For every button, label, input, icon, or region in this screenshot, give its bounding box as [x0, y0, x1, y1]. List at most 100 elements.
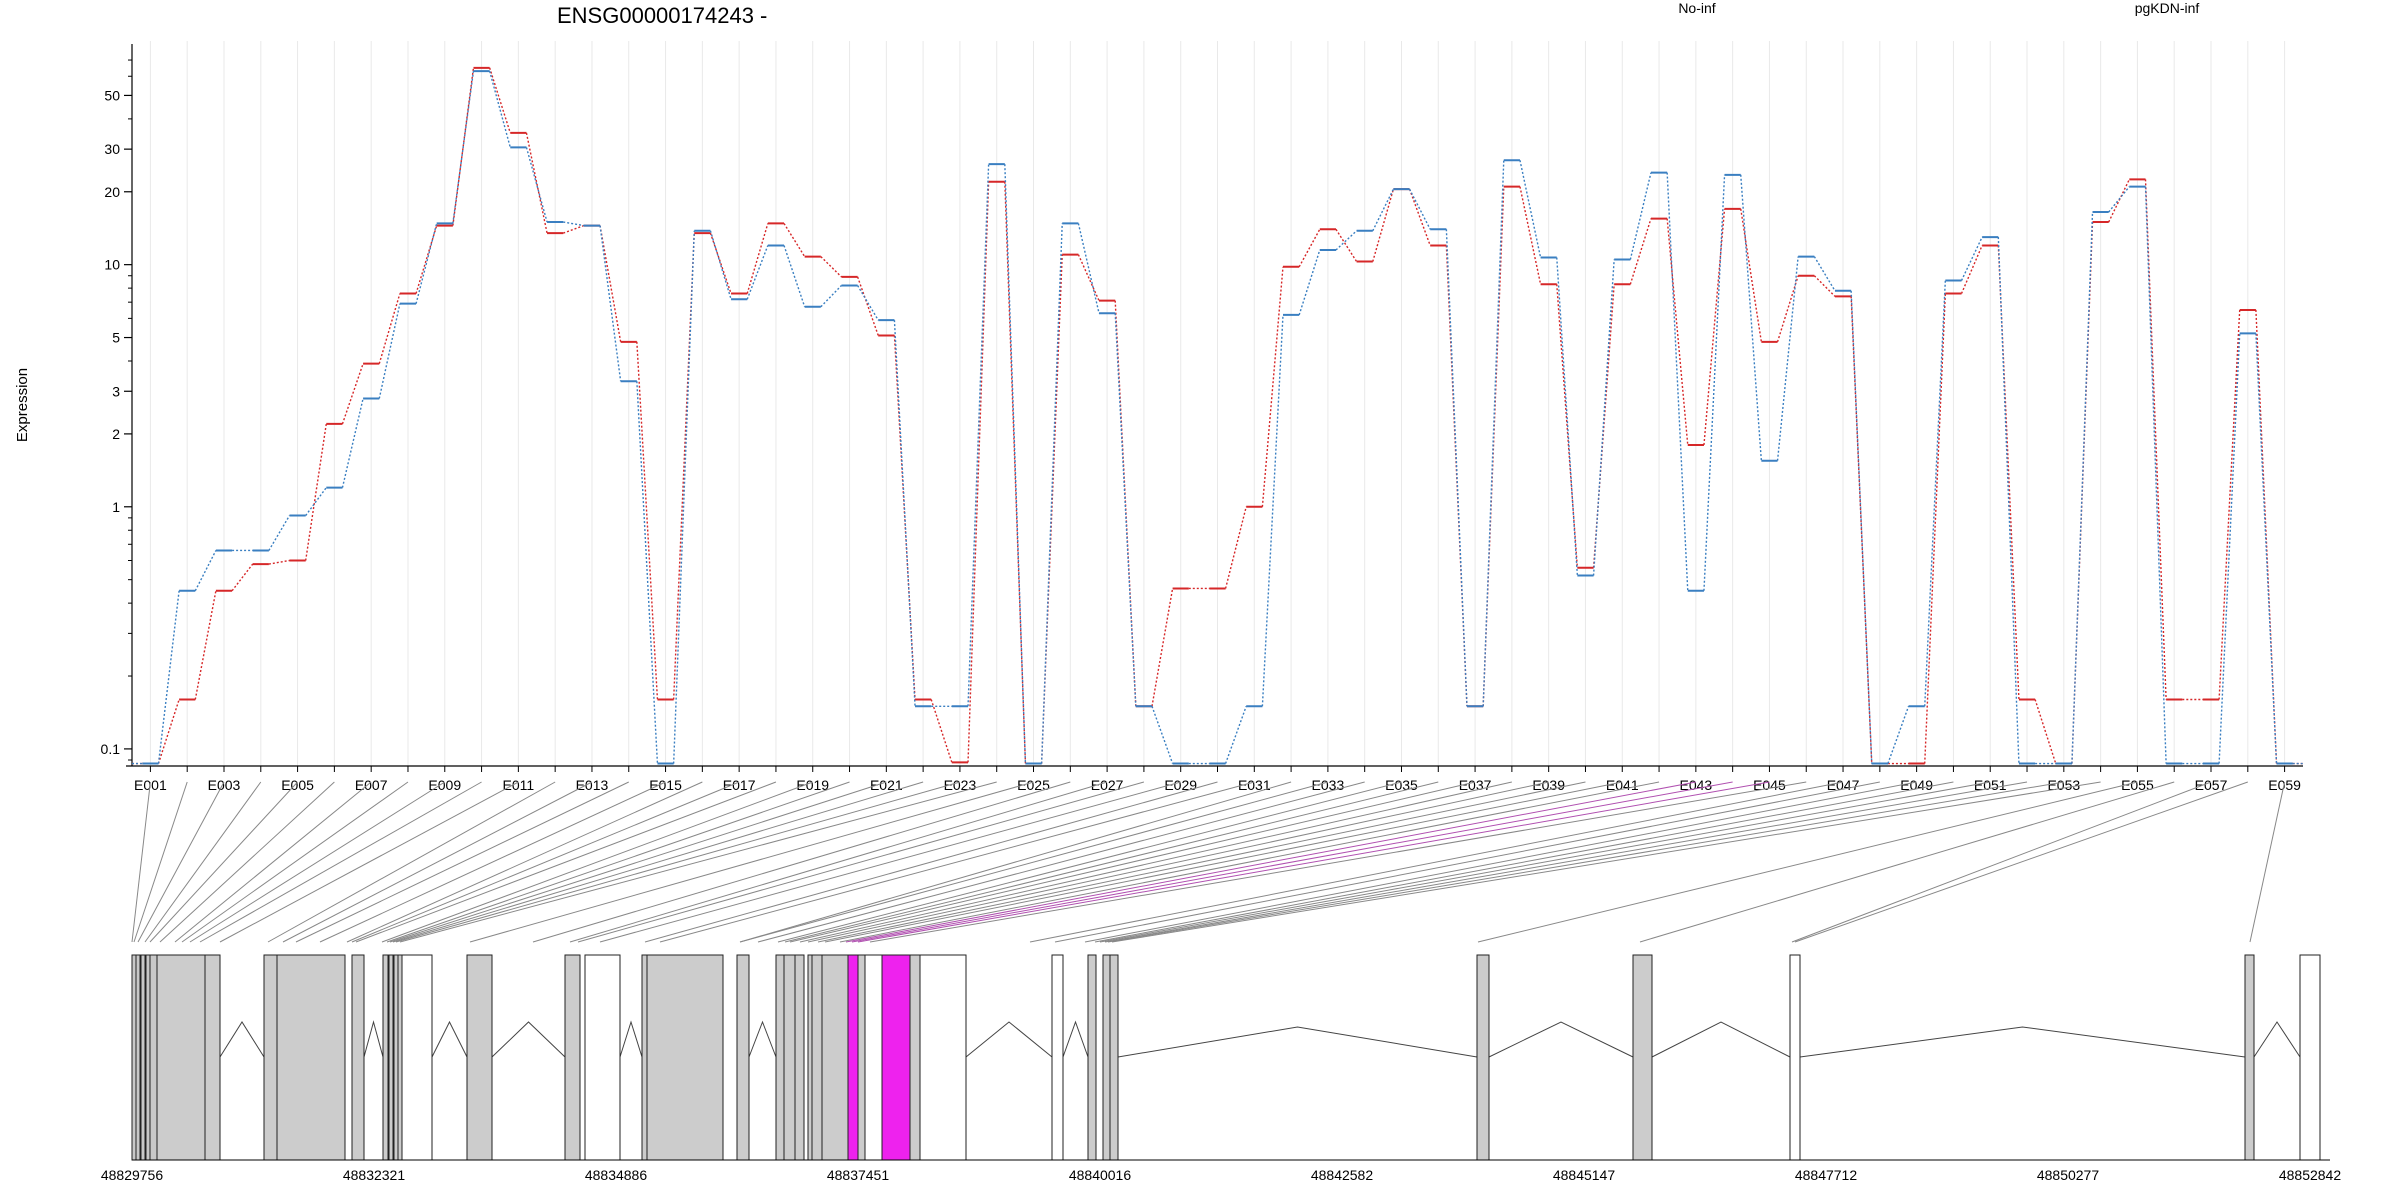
exon-connector	[2249, 781, 2286, 943]
y-tick-label: 20	[104, 184, 120, 200]
x-axis: E001 E003 E005 E007 E009 E011 E013 E015 E017 E019…	[126, 765, 2303, 793]
exon-block	[388, 954, 394, 1161]
y-tick-label: 50	[104, 87, 120, 103]
exon-connector	[1104, 781, 2028, 943]
exon-block	[881, 954, 911, 1161]
exon-connector	[839, 781, 1660, 943]
intron-line	[1799, 1026, 2246, 1058]
exon-block	[204, 954, 221, 1161]
exon-connector	[189, 781, 446, 943]
exon-block	[847, 954, 859, 1161]
exon-block	[807, 954, 813, 1161]
gene-model-track	[131, 954, 2321, 1161]
exon-connector	[1477, 781, 2138, 943]
exon-block	[2299, 954, 2321, 1161]
x-tick-label: E049	[1900, 777, 1933, 793]
exon-connector	[267, 781, 556, 943]
intron-line	[2253, 1021, 2301, 1058]
exon-block	[1476, 954, 1490, 1161]
y-tick-label: 1	[112, 499, 120, 515]
exon-connector	[181, 781, 409, 943]
exon-connector	[1029, 781, 1844, 943]
exon-block	[864, 954, 883, 1161]
x-tick-label: E053	[2047, 777, 2080, 793]
exon-block	[276, 954, 346, 1161]
exon-block	[1051, 954, 1064, 1161]
intron-line	[431, 1020, 468, 1058]
exon-block	[382, 954, 389, 1161]
x-tick-label: E043	[1680, 777, 1713, 793]
genomic-tick-label: 48837451	[827, 1167, 890, 1183]
exon-connector	[739, 781, 1292, 943]
series-lines	[132, 66, 2303, 765]
exon-connector	[569, 781, 1108, 943]
exon-block	[397, 954, 403, 1161]
exon-block	[775, 954, 785, 1161]
genomic-tick-label: 48832321	[343, 1167, 406, 1183]
exon-block	[156, 954, 206, 1161]
exon-connector	[1791, 781, 2212, 943]
exon-connector	[599, 781, 1181, 943]
exon-block	[401, 954, 433, 1161]
intron-line	[1117, 1026, 1478, 1058]
exon-connector	[1094, 781, 1954, 943]
genomic-tick-label: 48850277	[2037, 1167, 2100, 1183]
exon-connector	[851, 781, 1733, 943]
exon-block	[1632, 954, 1653, 1161]
exon-connector	[532, 781, 1071, 943]
intron-line	[1651, 1021, 1791, 1058]
x-tick-label: E013	[576, 777, 609, 793]
exon-block	[263, 954, 278, 1161]
exon-connector	[282, 781, 593, 943]
exon-connector	[346, 781, 703, 943]
x-tick-label: E025	[1017, 777, 1050, 793]
exon-connector	[1084, 781, 1917, 943]
exon-block	[857, 954, 866, 1161]
vertical-grid	[149, 41, 2286, 766]
y-tick-label: 5	[112, 330, 120, 346]
y-tick-label: 0.1	[101, 741, 121, 757]
exon-connector	[395, 781, 961, 943]
intron-line	[1062, 1020, 1089, 1058]
exon-connector	[133, 781, 188, 943]
genomic-coordinate-axis: 48829756 48832321 48834886 48837451 48840016…	[101, 1159, 2341, 1183]
exon-connector	[799, 781, 1512, 943]
exon-connector	[149, 781, 298, 943]
exon-connector	[807, 781, 1549, 943]
genomic-tick-label: 48847712	[1795, 1167, 1858, 1183]
x-tick-label: E009	[428, 777, 461, 793]
x-tick-label: E055	[2121, 777, 2154, 793]
exon-block	[466, 954, 493, 1161]
exon-block	[2244, 954, 2255, 1161]
exon-connector	[319, 781, 666, 943]
y-axis-label: Expression	[14, 368, 31, 442]
exon-block	[821, 954, 849, 1161]
intron-line	[1488, 1021, 1634, 1058]
exon-connector	[399, 781, 997, 943]
exon-connector	[392, 781, 924, 943]
exon-connector	[159, 781, 335, 943]
x-tick-label: E041	[1606, 777, 1639, 793]
exon-connector	[137, 781, 225, 943]
exon-connector	[644, 781, 1218, 943]
exon-connector	[381, 781, 813, 943]
intron-line	[619, 1020, 643, 1058]
exon-block	[584, 954, 621, 1161]
exon-block	[145, 954, 151, 1161]
exon-block	[783, 954, 796, 1161]
exon-connector	[1111, 781, 2101, 943]
exon-connector	[739, 781, 1329, 943]
genomic-tick-label: 48829756	[101, 1167, 164, 1183]
x-tick-label: E007	[355, 777, 388, 793]
exon-connector	[845, 781, 1696, 943]
genomic-tick-label: 48845147	[1553, 1167, 1616, 1183]
exon-connector	[1054, 781, 1880, 943]
exon-block	[564, 954, 581, 1161]
exon-block	[149, 954, 158, 1161]
exon-connector	[1794, 781, 2248, 943]
intron-line	[965, 1021, 1053, 1058]
exon-connector	[577, 781, 1145, 943]
exon-block	[1087, 954, 1097, 1161]
exon-connector	[351, 781, 740, 943]
